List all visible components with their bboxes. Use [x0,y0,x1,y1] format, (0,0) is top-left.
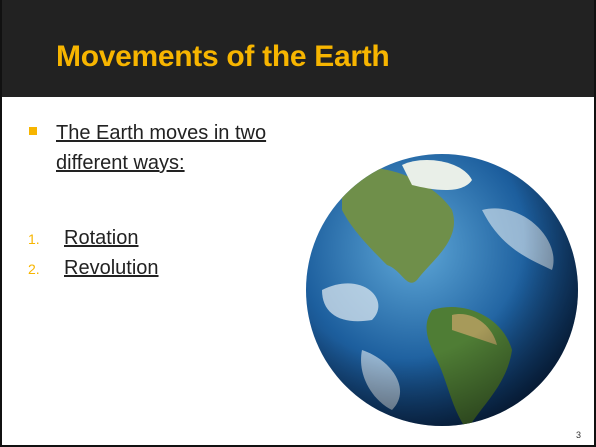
slide-title: Movements of the Earth [56,40,389,74]
list-marker: 1. [28,231,64,247]
bullet-text: The Earth moves in two different ways: [56,118,276,178]
page-number: 3 [576,430,581,440]
list-item: 2.Revolution [28,257,159,280]
list-text: Rotation [64,227,139,249]
header-bar: Movements of the Earth [2,0,594,97]
earth-image [302,150,582,430]
list-text: Revolution [64,257,159,279]
list-marker: 2. [28,261,64,277]
slide: Movements of the Earth The Earth moves i… [0,0,596,447]
bullet-marker [29,127,37,135]
list-item: 1.Rotation [28,227,139,250]
